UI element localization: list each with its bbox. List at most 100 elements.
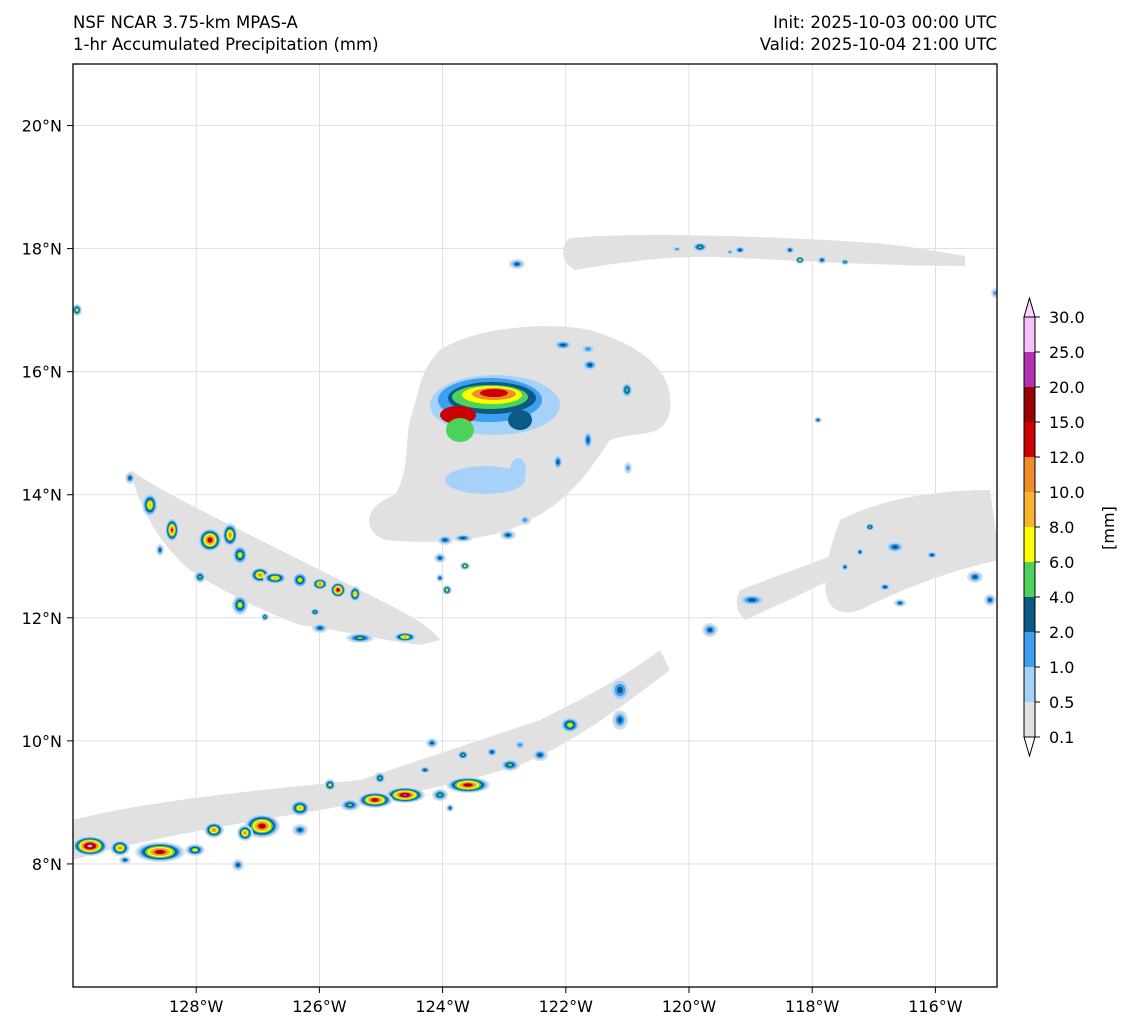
x-tick-label: 124°W [415, 997, 470, 1016]
colorbar-swatch [1024, 562, 1035, 597]
precip-cell [238, 603, 242, 607]
colorbar-tick-label: 1.0 [1049, 658, 1074, 677]
precip-cell [930, 553, 934, 557]
precip-cell [264, 616, 266, 618]
precip-cell [508, 410, 532, 430]
precip-cell [868, 526, 872, 528]
precip-cell [76, 308, 78, 312]
valid-time: Valid: 2025-10-04 21:00 UTC [759, 35, 997, 54]
precip-cell [171, 528, 173, 532]
precip-cell [522, 518, 528, 522]
precip-cell [238, 553, 242, 557]
precip-cell [858, 550, 862, 554]
precip-cell [788, 248, 792, 252]
model-name: NSF NCAR 3.75-km MPAS-A [73, 13, 298, 32]
colorbar-swatch [1024, 597, 1035, 632]
precip-cell [626, 465, 630, 471]
precip-cell [438, 576, 442, 580]
precip-cell [446, 418, 474, 442]
precip-band-north [563, 235, 965, 270]
precip-cell [118, 846, 122, 850]
x-tick-label: 122°W [539, 997, 594, 1016]
field-name: 1-hr Accumulated Precipitation (mm) [73, 35, 379, 54]
precip-cell [297, 828, 303, 832]
x-tick-label: 116°W [908, 997, 963, 1016]
y-tick-label: 16°N [22, 363, 62, 382]
precip-cell [438, 793, 442, 797]
precip-cell [799, 259, 801, 261]
colorbar-swatch [1024, 317, 1035, 352]
precip-cell [273, 577, 277, 579]
precip-cell [843, 565, 847, 569]
precip-cell [586, 437, 590, 443]
colorbar-swatch [1024, 667, 1035, 702]
precip-cell [560, 343, 566, 347]
precip-cell [448, 806, 452, 810]
precip-cell [236, 863, 240, 867]
colorbar-tick-label: 0.1 [1049, 728, 1074, 747]
precip-cell [617, 686, 623, 694]
precip-cell [228, 533, 232, 537]
colorbar-tick-label: 4.0 [1049, 588, 1074, 607]
precip-cell [403, 636, 407, 638]
precip-cell [88, 845, 92, 847]
precip-cell [347, 803, 353, 807]
precip-cell [328, 783, 332, 787]
precip-cell [258, 573, 262, 577]
init-time: Init: 2025-10-03 00:00 UTC [773, 13, 997, 32]
plot-title-left: NSF NCAR 3.75-km MPAS-A 1-hr Accumulated… [73, 12, 379, 56]
precip-cell [844, 261, 846, 263]
precipitation-field [73, 235, 997, 871]
x-tick-label: 126°W [292, 997, 347, 1016]
colorbar-tick-label: 2.0 [1049, 623, 1074, 642]
plot-title-right: Init: 2025-10-03 00:00 UTC Valid: 2025-1… [760, 12, 997, 56]
colorbar-extend-low [1023, 736, 1036, 758]
colorbar-tick-label: 20.0 [1049, 378, 1085, 397]
precip-cell [259, 824, 265, 828]
x-axis-ticks: 128°W 126°W 124°W 122°W 120°W 118°W 116°W [169, 987, 963, 1016]
precip-cell [313, 611, 317, 613]
precip-cell [442, 538, 448, 542]
precip-cell [446, 589, 448, 591]
precip-cell [356, 636, 364, 640]
precip-band-east-arm [736, 545, 870, 620]
precip-band-west [130, 470, 440, 645]
colorbar-label: [mm] [1099, 506, 1118, 550]
colorbar-tick-label: 30.0 [1049, 308, 1085, 327]
precip-cell [514, 262, 520, 266]
precip-cell [212, 828, 216, 832]
precip-cell [378, 776, 382, 780]
precip-cell [438, 556, 442, 560]
precip-cell [568, 723, 572, 727]
precip-cell [480, 389, 508, 397]
precip-cell [698, 245, 702, 249]
colorbar-tick-label: 12.0 [1049, 448, 1085, 467]
precip-cell [585, 347, 591, 351]
colorbar-extend-high [1023, 296, 1036, 318]
precip-cell [354, 592, 356, 596]
precip-cell [510, 458, 526, 482]
precip-cell [193, 848, 197, 852]
precip-cell [748, 598, 756, 602]
precip-cell [158, 548, 162, 552]
y-tick-label: 12°N [22, 609, 62, 628]
precip-cell [123, 858, 127, 862]
precip-cell [430, 741, 434, 745]
precip-cell [464, 565, 466, 567]
precip-cell [128, 476, 132, 480]
colorbar-tick-label: 10.0 [1049, 483, 1085, 502]
y-axis-ticks: 8°N 10°N 12°N 14°N 16°N 18°N 20°N [22, 117, 73, 874]
precip-cell [507, 763, 513, 767]
precip-cell [372, 799, 378, 801]
precip-cells [73, 242, 997, 871]
precip-cell [198, 575, 202, 579]
precip-cell [318, 583, 322, 585]
precip-band-east [825, 490, 997, 613]
colorbar-swatch [1024, 457, 1035, 492]
colorbar-swatch [1024, 492, 1035, 527]
precip-cell [465, 784, 471, 786]
colorbar-tick-label: 0.5 [1049, 693, 1074, 712]
precip-cell [728, 250, 732, 254]
colorbar-swatch [1024, 422, 1035, 457]
precip-band-south [73, 650, 670, 860]
